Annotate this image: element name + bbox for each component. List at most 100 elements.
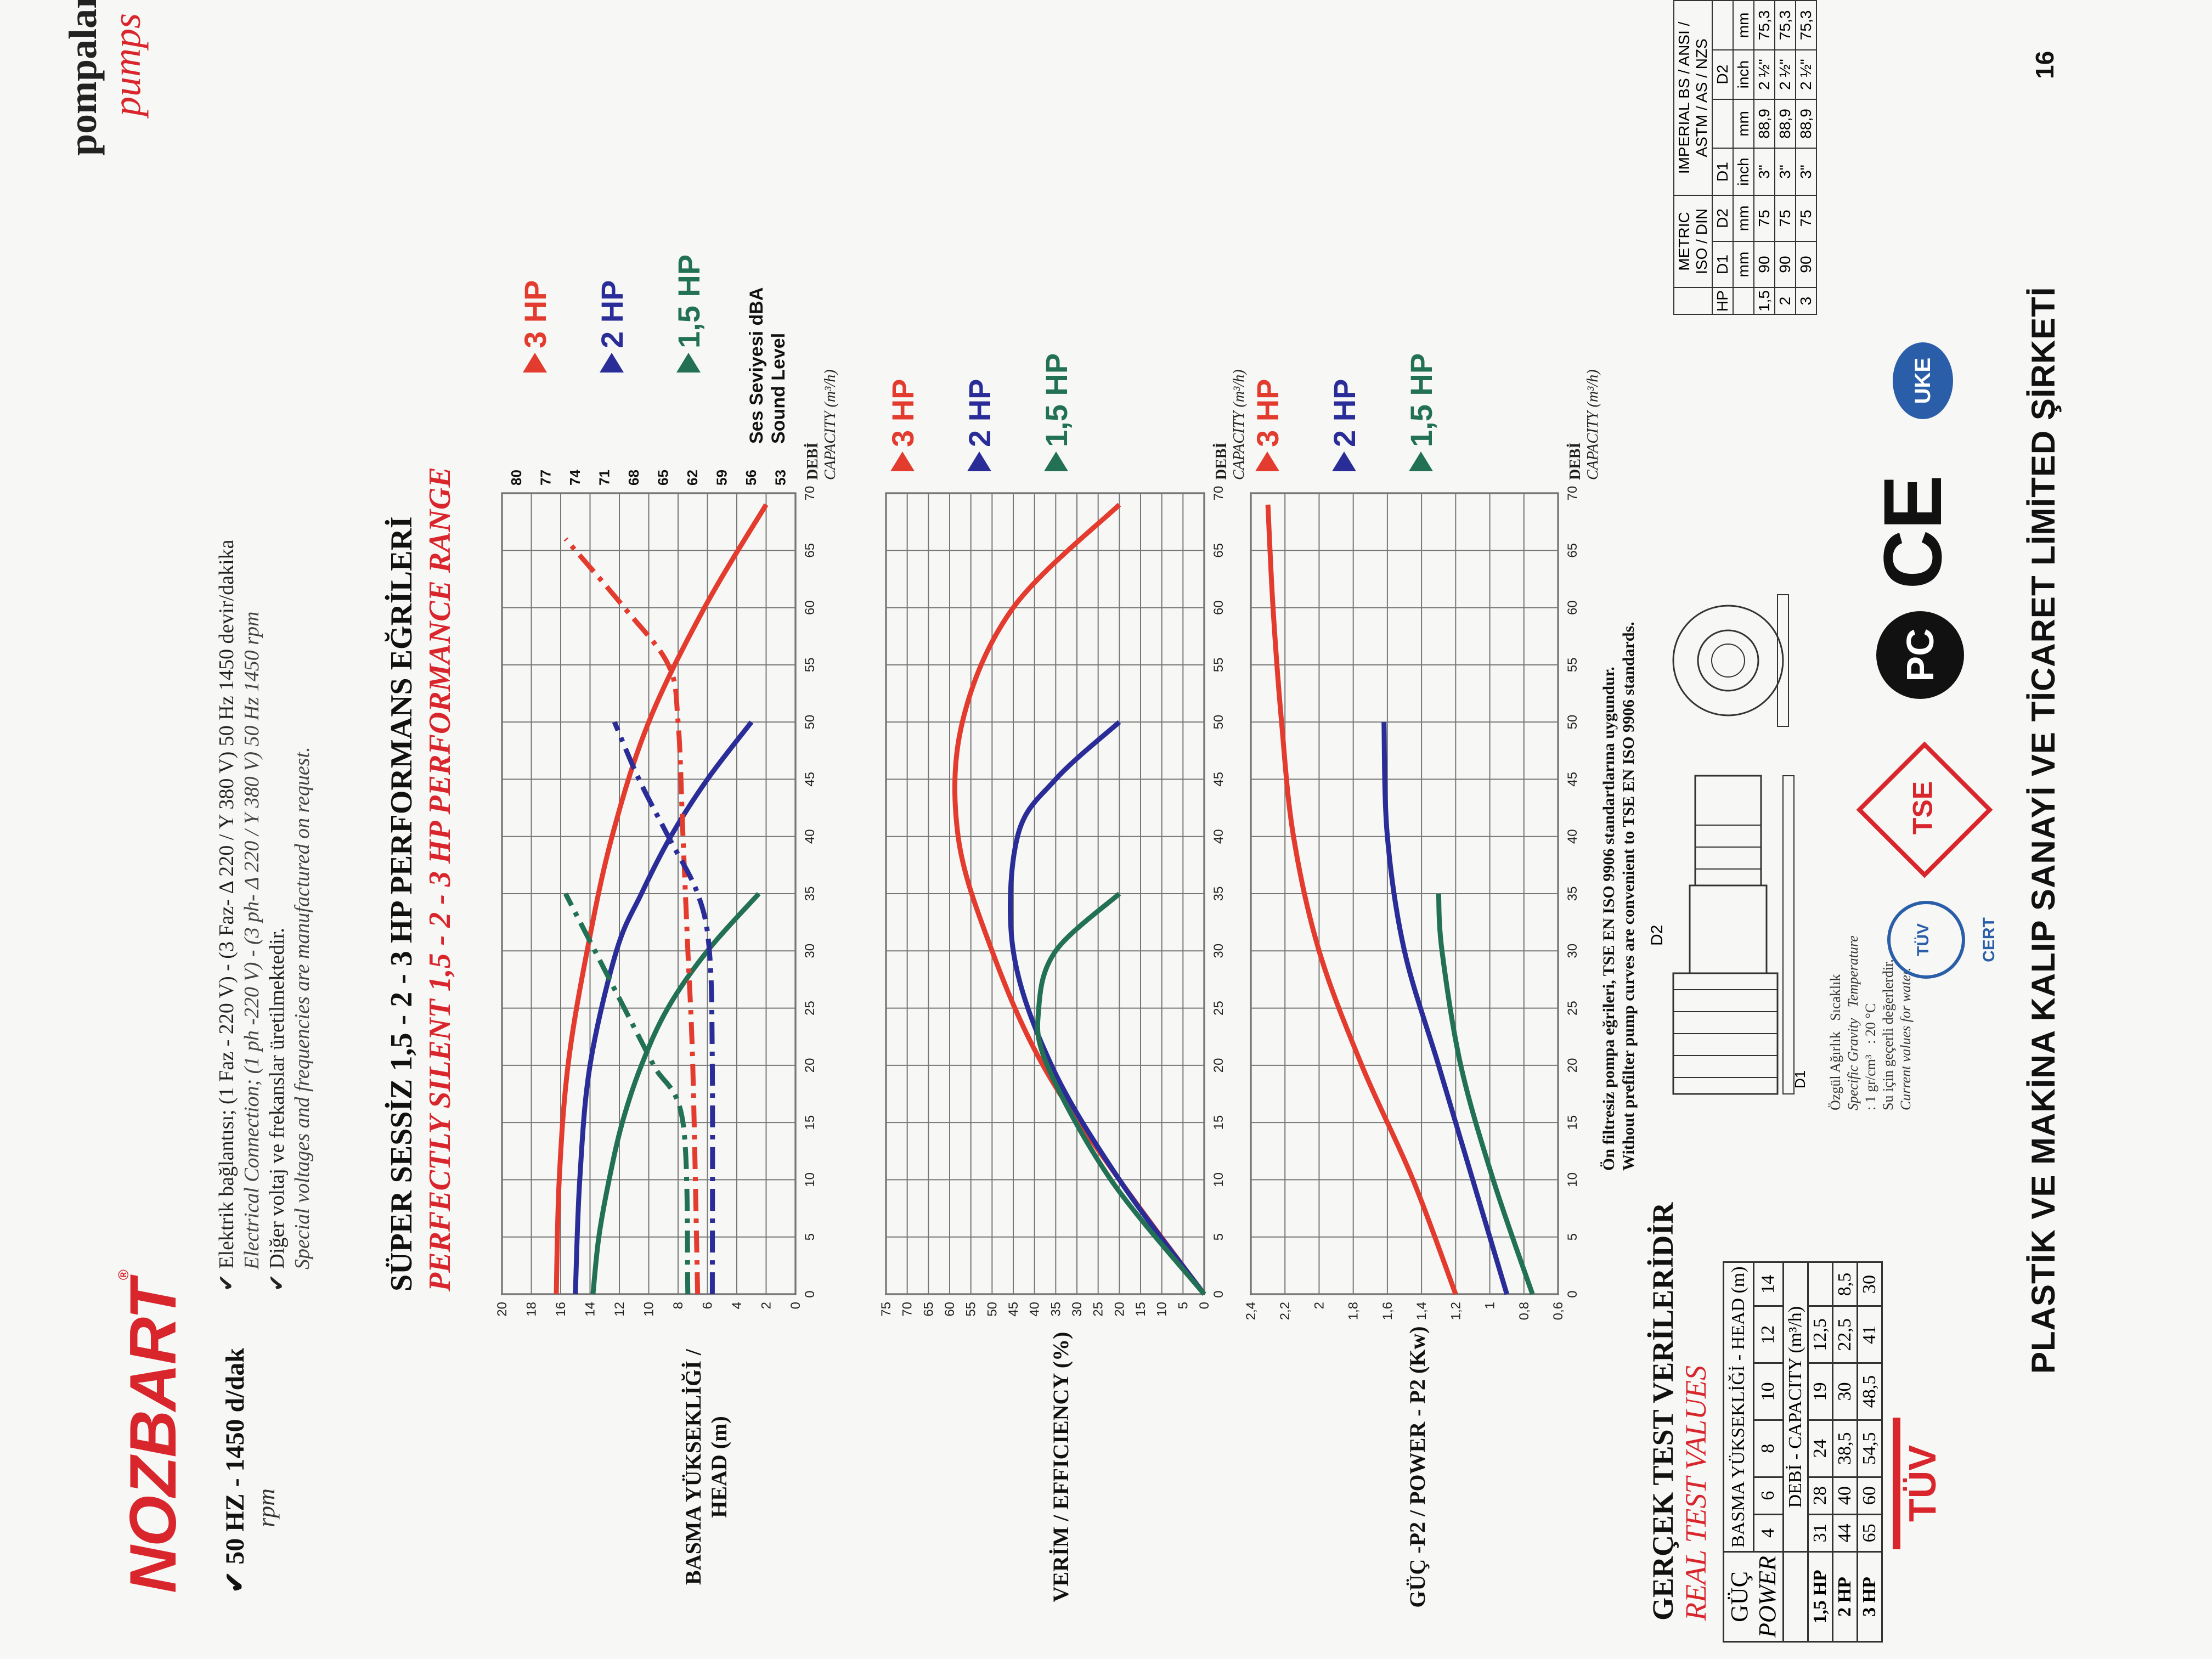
head-value: 14 [1753,1262,1784,1306]
x-axis-label-en: CAPACITY (m³/h) [1231,369,1248,480]
head-value: 10 [1753,1363,1784,1420]
series-line-2-hp-sound [612,721,715,1295]
real-test-title: GERÇEK TEST VERİLERİDİR [1646,1202,1679,1621]
x-tick-label: 70 [1565,486,1580,501]
series-line-2-hp [573,720,754,1295]
y-tick-label: 18 [524,1302,539,1317]
sound-label-tr: Ses Seviyesi dBA [746,287,767,444]
x-tick-label: 10 [1565,1172,1580,1187]
x-tick-label: 20 [1211,1058,1226,1073]
y-tick-label: 16 [554,1302,568,1317]
x-tick-label: 70 [1211,486,1226,501]
x-tick-label: 50 [803,715,817,730]
series-line-2-hp [1381,722,1509,1295]
tuv-cert-logo: TÜV CERT [1887,901,1998,979]
x-tick-label: 50 [1565,715,1580,730]
legend-triangle-icon [600,353,624,373]
x-tick-label: 65 [1565,543,1580,558]
y-tick-label: 0 [1197,1302,1212,1309]
head-header: BASMA YÜKSEKLİĞİ - HEAD (m) [1723,1262,1753,1552]
sound-tick-label: 59 [713,470,730,486]
y-tick-label: 6 [701,1302,715,1309]
chart-panel-0: 0510152025303540455055606570024681012141… [495,255,839,1317]
legend-triangle-icon [676,353,701,373]
legend-label: 2 HP [595,280,629,349]
y-tick-label: 8 [671,1302,686,1309]
y-tick-label: 20 [1112,1302,1127,1317]
legend-label: 1,5 HP [1404,353,1438,447]
sound-tick-label: 62 [684,470,701,486]
y-tick-label: 60 [943,1302,957,1317]
pump-drawing: D2 D1 [1648,594,1808,1095]
x-tick-label: 35 [1565,887,1580,901]
y-tick-label: 2 [1312,1302,1327,1309]
legend-triangle-icon [523,353,547,373]
x-tick-label: 0 [803,1290,817,1297]
x-tick-label: 0 [1565,1290,1580,1297]
x-tick-label: 65 [1211,543,1226,558]
x-tick-label: 40 [803,829,817,844]
y-tick-label: 10 [1155,1302,1170,1317]
legend-triangle-icon [967,452,991,471]
series-line-1-5-hp-sound [563,892,691,1295]
standards-note: Ön filtresiz pompa eğrileri, TSE EN ISO … [1600,622,1638,1171]
table-row: 1,5 90 75 3" 88,9 2 ½" 75,3 [1754,1,1775,314]
x-tick-label: 5 [1211,1233,1226,1240]
x-tick-label: 25 [1565,1001,1580,1015]
x-tick-label: 15 [1565,1115,1580,1130]
tuv-logo: TÜV [1893,1418,1994,1549]
uke-logo: UKE [1893,342,1953,419]
y-tick-label: 1 [1483,1302,1498,1309]
x-tick-label: 35 [1211,887,1226,901]
y-tick-label: 1,8 [1346,1302,1361,1320]
y-tick-label: 2,2 [1278,1302,1293,1320]
sound-tick-label: 56 [743,470,759,486]
x-tick-label: 50 [1211,715,1226,730]
y-tick-label: 2 [759,1302,774,1309]
x-axis-label-en: CAPACITY (m³/h) [822,369,839,480]
x-tick-label: 60 [803,600,817,615]
x-tick-label: 65 [803,543,817,558]
y-tick-label: 5 [1176,1302,1190,1309]
head-value: 4 [1753,1514,1784,1552]
y-tick-label: 0 [788,1302,803,1309]
capacity-header: DEBİ - CAPACITY (m³/h) [1783,1262,1808,1552]
y-tick-label: 25 [1091,1302,1106,1317]
series-line-3-hp [554,503,769,1295]
power-header: GÜÇ POWER [1723,1551,1784,1642]
y-tick-label: 55 [964,1302,979,1317]
x-tick-label: 55 [803,658,817,673]
y-tick-label: 50 [985,1302,1000,1317]
y-tick-label: 45 [1006,1302,1021,1317]
x-tick-label: 55 [1565,658,1580,673]
legend-label: 1,5 HP [1039,353,1074,447]
y-tick-label: 1,2 [1448,1302,1463,1320]
y-tick-label: 12 [612,1302,627,1317]
svg-text:D2: D2 [1648,925,1666,946]
x-axis-label-tr: DEBİ [1213,443,1230,480]
x-axis-label-en: CAPACITY (m³/h) [1584,369,1601,480]
x-tick-label: 15 [803,1115,817,1130]
y-tick-label: 4 [730,1302,744,1309]
company-name: PLASTİK VE MAKİNA KALIP SANAYİ VE TİCARE… [2025,286,2062,1374]
table-row: 3 HP 65 60 54,5 48,5 41 30 [1857,1262,1882,1642]
legend-label: 1,5 HP [672,255,706,348]
x-tick-label: 30 [1211,944,1226,958]
sound-tick-label: 77 [537,470,554,486]
x-tick-label: 35 [803,887,817,901]
y-tick-label: 2,4 [1244,1302,1259,1320]
x-tick-label: 5 [803,1233,817,1240]
x-tick-label: 20 [1565,1058,1580,1073]
legend-triangle-icon [1255,452,1279,471]
legend-triangle-icon [1044,452,1068,471]
x-tick-label: 45 [1211,772,1226,787]
sound-tick-label: 74 [567,470,583,486]
series-line-2-hp [1008,720,1206,1296]
x-tick-label: 5 [1565,1233,1580,1240]
y-tick-label: 35 [1048,1302,1063,1317]
head-value: 6 [1753,1477,1784,1515]
svg-text:D1: D1 [1792,1070,1808,1088]
